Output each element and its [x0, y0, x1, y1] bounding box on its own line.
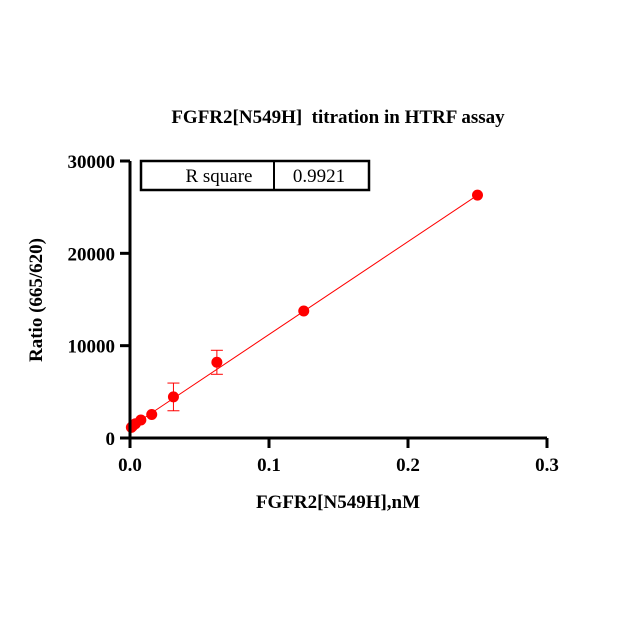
x-tick-label: 0.0 [118, 455, 142, 476]
data-point [211, 356, 223, 368]
r-square-label: R square [185, 166, 252, 187]
x-tick-label: 0.2 [396, 455, 420, 476]
data-point [135, 414, 147, 426]
y-tick-label: 0 [106, 429, 116, 450]
axes [128, 161, 547, 440]
data-point [146, 408, 158, 420]
y-tick-label: 30000 [68, 152, 116, 173]
x-axis-label: FGFR2[N549H],nM [256, 492, 420, 513]
y-tick-label: 10000 [68, 337, 116, 358]
r-square-value: 0.9921 [293, 166, 345, 187]
ticks: 0.0 0.1 0.2 0.3 0 10000 20000 30000 [68, 152, 559, 476]
r-square-table-border [139, 159, 371, 192]
data-points-layer [125, 189, 483, 433]
data-point [298, 305, 310, 317]
chart-title: FGFR2[N549H] titration in HTRF assay [171, 107, 505, 128]
data-point [472, 189, 483, 201]
y-axis-label: Ratio (665/620) [26, 238, 47, 362]
x-tick-label: 0.1 [257, 455, 281, 476]
data-point [167, 391, 179, 403]
y-tick-label: 20000 [68, 244, 116, 265]
x-tick-label: 0.3 [535, 455, 559, 476]
r-square-table: R square 0.9921 [139, 159, 371, 192]
